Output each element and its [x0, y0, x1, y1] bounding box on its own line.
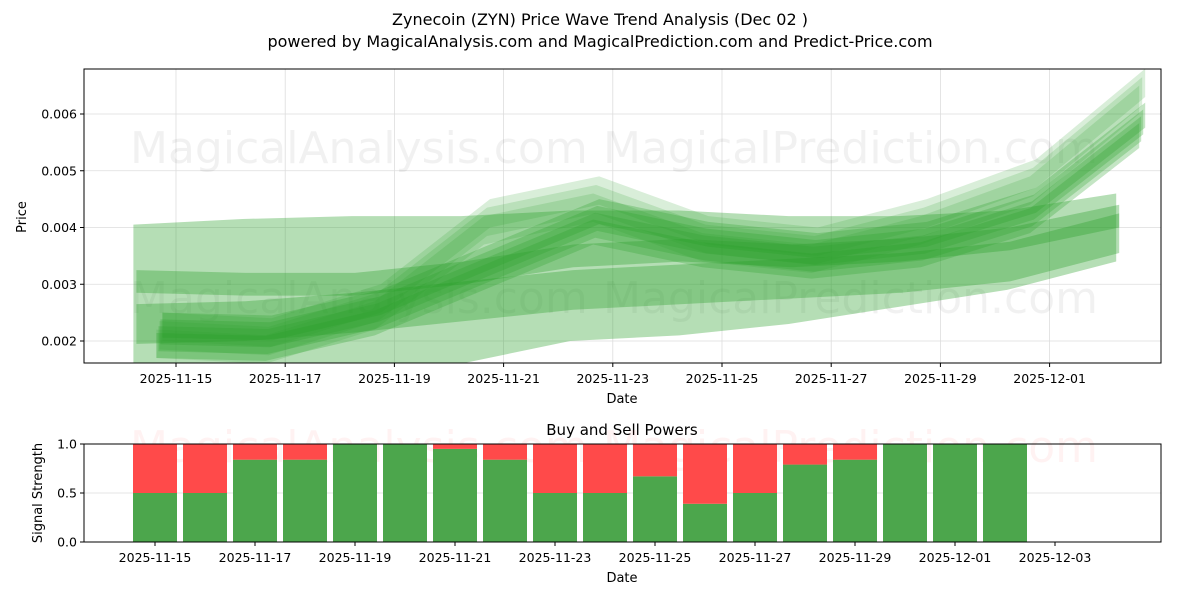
sell-bar: [233, 444, 277, 460]
buy-bar: [683, 504, 727, 542]
y-tick-label: 0.0: [57, 535, 77, 550]
sell-bar: [833, 444, 877, 460]
y-tick-label: 0.003: [41, 277, 77, 292]
x-tick-label: 2025-11-27: [719, 550, 792, 565]
signal-y-axis-label: Signal Strength: [31, 443, 46, 543]
buy-bar: [283, 460, 327, 542]
buy-bar: [333, 444, 377, 542]
buy-bar: [183, 493, 227, 542]
sell-bar: [683, 444, 727, 504]
sell-bar: [633, 444, 677, 476]
y-tick-label: 0.006: [41, 107, 77, 122]
y-tick-label: 1.0: [57, 437, 77, 452]
buy-bar: [633, 476, 677, 542]
buy-bar: [733, 493, 777, 542]
buy-bar: [433, 449, 477, 542]
price-x-axis-label: Date: [606, 392, 637, 407]
sell-bar: [733, 444, 777, 493]
buy-bar: [133, 493, 177, 542]
x-tick-label: 2025-11-21: [419, 550, 492, 565]
x-tick-label: 2025-11-17: [219, 550, 292, 565]
buy-bar: [483, 460, 527, 542]
x-tick-label: 2025-11-17: [249, 371, 322, 386]
buy-bar: [833, 460, 877, 542]
buy-bar: [883, 444, 927, 542]
sell-bar: [533, 444, 577, 493]
sell-bar: [283, 444, 327, 460]
x-tick-label: 2025-12-01: [919, 550, 992, 565]
buy-bar: [983, 444, 1027, 542]
x-tick-label: 2025-11-25: [619, 550, 692, 565]
y-tick-label: 0.004: [41, 220, 77, 235]
buy-bar: [383, 444, 427, 542]
sell-bar: [183, 444, 227, 493]
x-tick-label: 2025-12-03: [1019, 550, 1092, 565]
sell-bar: [133, 444, 177, 493]
chart-canvas: MagicalAnalysis.com MagicalPrediction.co…: [0, 0, 1200, 600]
x-tick-label: 2025-11-29: [819, 550, 892, 565]
sell-bar: [433, 444, 477, 449]
y-tick-label: 0.005: [41, 163, 77, 178]
buy-bar: [783, 465, 827, 542]
x-tick-label: 2025-11-27: [795, 371, 868, 386]
x-tick-label: 2025-11-29: [904, 371, 977, 386]
y-tick-label: 0.002: [41, 334, 77, 349]
price-y-axis-label: Price: [15, 201, 30, 233]
sell-bar: [783, 444, 827, 465]
buy-bar: [933, 444, 977, 542]
buy-bar: [583, 493, 627, 542]
price-wave-plot: MagicalAnalysis.com MagicalPrediction.co…: [15, 69, 1161, 407]
signal-x-axis-label: Date: [606, 571, 637, 586]
x-tick-label: 2025-11-21: [467, 371, 540, 386]
x-tick-label: 2025-11-15: [140, 371, 213, 386]
sell-bar: [483, 444, 527, 460]
x-tick-label: 2025-11-19: [358, 371, 431, 386]
watermark-magicalanalysis: MagicalAnalysis.com: [130, 123, 588, 174]
sell-bar: [583, 444, 627, 493]
y-tick-label: 0.5: [57, 486, 77, 501]
x-tick-label: 2025-11-15: [119, 550, 192, 565]
x-tick-label: 2025-11-23: [519, 550, 592, 565]
buy-bar: [233, 460, 277, 542]
x-tick-label: 2025-11-19: [319, 550, 392, 565]
x-tick-label: 2025-11-25: [686, 371, 759, 386]
x-tick-label: 2025-11-23: [576, 371, 649, 386]
x-tick-label: 2025-12-01: [1013, 371, 1086, 386]
buy-bar: [533, 493, 577, 542]
buy-sell-plot: Buy and Sell Powers MagicalAnalysis.com …: [31, 421, 1161, 586]
